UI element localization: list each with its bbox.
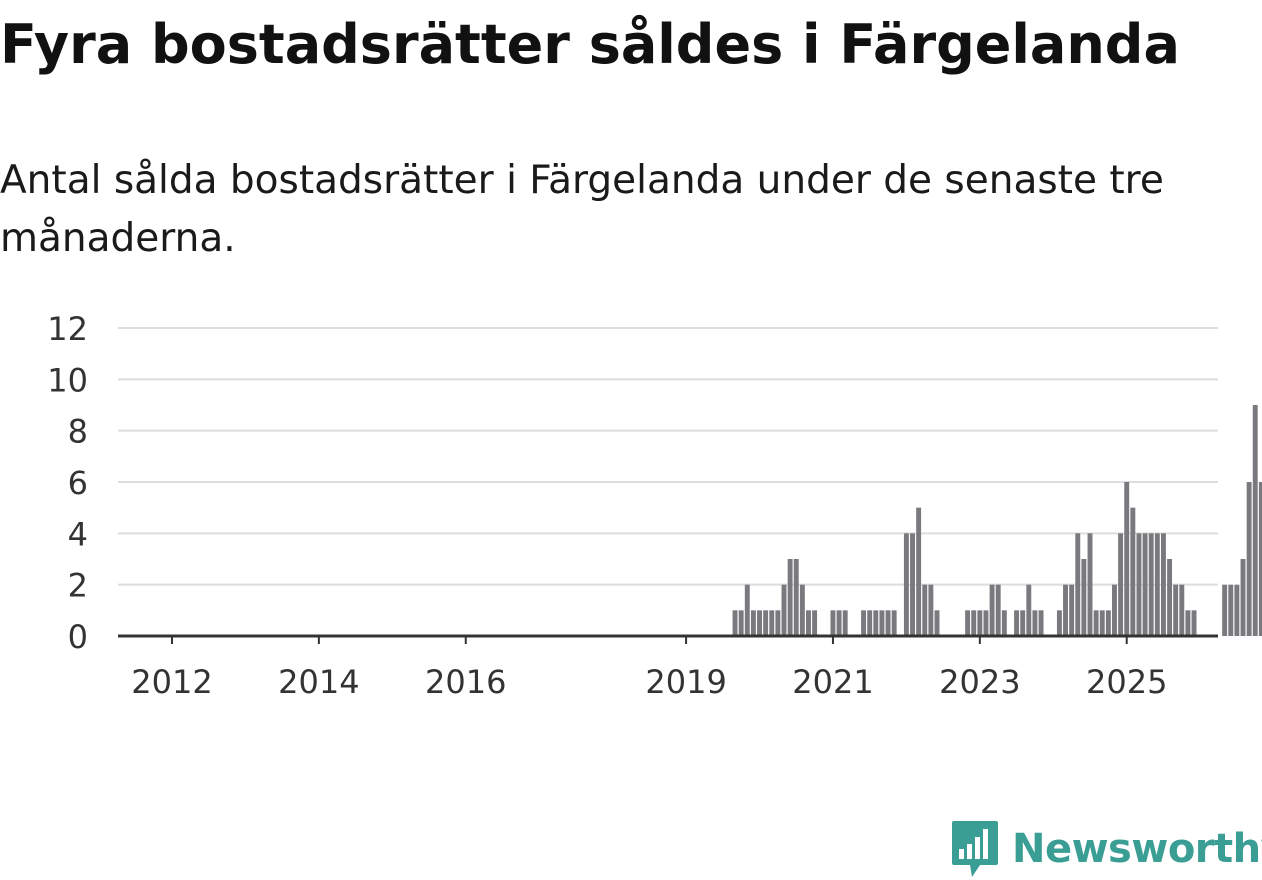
bar (1154, 533, 1160, 636)
bar (1099, 610, 1105, 636)
bar (1136, 533, 1142, 636)
bar (830, 610, 836, 636)
bar (1240, 559, 1246, 636)
bar (757, 610, 762, 636)
bar (873, 610, 879, 636)
bar (989, 584, 995, 636)
bar (934, 610, 940, 636)
bar (1222, 584, 1228, 636)
bar (1258, 482, 1262, 636)
y-tick-label: 2 (68, 567, 88, 605)
bar (1130, 507, 1136, 636)
bar (1069, 584, 1075, 636)
bar (867, 610, 873, 636)
x-tick-label: 2023 (939, 663, 1020, 701)
bar (1118, 533, 1124, 636)
bar (787, 559, 793, 636)
bar (793, 559, 799, 636)
bar (1032, 610, 1038, 636)
x-tick-label: 2025 (1086, 663, 1167, 701)
bar (1246, 482, 1252, 636)
bar (965, 610, 971, 636)
bar (1038, 610, 1044, 636)
bar (769, 610, 775, 636)
bar (1020, 610, 1026, 636)
bar (781, 584, 787, 636)
bar (879, 610, 885, 636)
bar (806, 610, 811, 636)
newsworthy-logo-icon (952, 821, 998, 877)
bar (1093, 610, 1099, 636)
bar (1081, 559, 1087, 636)
bar (732, 610, 738, 636)
bar (1124, 482, 1130, 636)
x-tick-label: 2012 (131, 663, 212, 701)
bar (1234, 584, 1240, 636)
brand-name: Newsworthy (1012, 826, 1262, 872)
bar (738, 610, 744, 636)
bar (763, 610, 769, 636)
bar (1148, 533, 1154, 636)
chart-title: Fyra bostadsrätter såldes i Färgelanda (0, 13, 1180, 76)
bar (1087, 533, 1093, 636)
bar (903, 533, 909, 636)
bar (1056, 610, 1062, 636)
bar (1252, 405, 1258, 636)
x-tick-label: 2014 (278, 663, 359, 701)
y-tick-label: 10 (47, 361, 88, 399)
chart-subtitle: Antal sålda bostadsrätter i Färgelanda u… (0, 158, 1164, 261)
bar (885, 610, 891, 636)
bar (977, 610, 983, 636)
bar (1001, 610, 1007, 636)
y-tick-label: 8 (68, 413, 88, 451)
bar (1228, 584, 1234, 636)
bar (995, 584, 1001, 636)
bar (1105, 610, 1111, 636)
bar (744, 584, 750, 636)
bar (842, 610, 848, 636)
bar (812, 610, 818, 636)
bar (983, 610, 989, 636)
x-tick-label: 2016 (425, 663, 506, 701)
bar (891, 610, 897, 636)
bar (1160, 533, 1166, 636)
bar (916, 507, 922, 636)
x-axis-ticks: 2012 2014 2016 2019 2021 2023 2025 (131, 636, 1167, 701)
bar (1173, 584, 1179, 636)
bar (1075, 533, 1081, 636)
bar (1185, 610, 1191, 636)
bar (1142, 533, 1148, 636)
bar (750, 610, 756, 636)
x-tick-label: 2021 (792, 663, 873, 701)
y-tick-label: 12 (47, 310, 88, 348)
bar (1026, 584, 1032, 636)
y-tick-label: 0 (68, 618, 88, 656)
bar (799, 584, 805, 636)
bar (775, 610, 781, 636)
x-tick-label: 2019 (645, 663, 726, 701)
bar (1191, 610, 1197, 636)
newsworthy-logo: Newsworthy (950, 818, 1262, 880)
bar (1014, 610, 1020, 636)
bar (928, 584, 934, 636)
bar (1179, 584, 1185, 636)
bar (836, 610, 842, 636)
y-tick-label: 4 (68, 515, 88, 553)
bar (1112, 584, 1117, 636)
bar (910, 533, 915, 636)
bar (1167, 559, 1173, 636)
bar (861, 610, 867, 636)
bar (922, 584, 928, 636)
bar (971, 610, 977, 636)
gridlines (118, 327, 1218, 586)
bars (118, 405, 1262, 638)
y-tick-label: 6 (68, 464, 88, 502)
bar (1063, 584, 1068, 636)
y-axis-ticks: 0 2 4 6 8 10 12 (47, 310, 88, 656)
